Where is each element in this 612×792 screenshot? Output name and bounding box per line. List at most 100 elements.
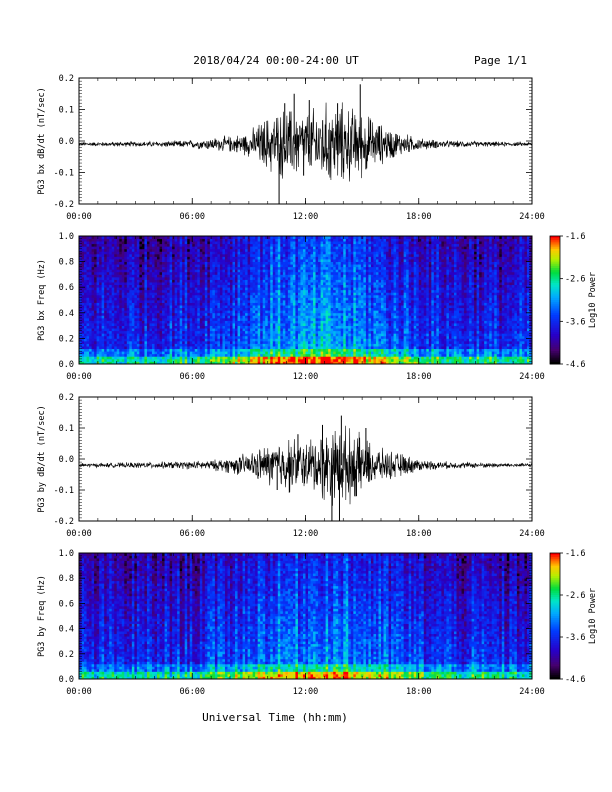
spectrogram-cell [315, 320, 319, 324]
spectrogram-cell [189, 292, 193, 296]
spectrogram-cell [232, 328, 236, 332]
spectrogram-cell [262, 356, 266, 360]
spectrogram-cell [187, 358, 191, 362]
spectrogram-cell [313, 356, 316, 360]
spectrogram-cell [192, 292, 196, 296]
spectrogram-cell [141, 279, 145, 283]
spectrogram-cell [172, 271, 176, 275]
spectrogram-cell [134, 343, 138, 347]
spectrogram-cell [204, 276, 208, 280]
spectrogram-cell [169, 259, 173, 262]
spectrogram-cell [179, 333, 183, 337]
spectrogram-cell [104, 248, 108, 252]
spectrogram-cell [164, 259, 168, 262]
spectrogram-cell [232, 320, 236, 324]
spectrogram-cell [167, 317, 170, 321]
spectrogram-cell [275, 358, 279, 362]
spectrogram-cell [121, 307, 125, 311]
spectrogram-cell [162, 328, 165, 332]
spectrogram-cell [247, 317, 251, 321]
spectrogram-cell [275, 305, 279, 309]
spectrogram-cell [101, 325, 105, 329]
spectrogram-cell [157, 343, 160, 347]
spectrogram-cell [224, 246, 228, 250]
spectrogram-cell [245, 248, 249, 252]
y-tick-label: -0.1 [54, 169, 74, 179]
spectrogram-cell [131, 236, 135, 239]
spectrogram-cell [245, 276, 249, 280]
spectrogram-cell [204, 294, 208, 298]
spectrogram-cell [302, 282, 306, 286]
spectrogram-cell [84, 253, 87, 257]
spectrogram-cell [111, 302, 115, 306]
spectrogram-cell [207, 253, 211, 257]
spectrogram-cell [119, 253, 123, 257]
spectrogram-cell [151, 251, 155, 255]
spectrogram-cell [194, 305, 198, 309]
spectrogram-cell [262, 302, 266, 306]
spectrogram-cell [114, 287, 118, 291]
spectrogram-cell [159, 266, 163, 270]
spectrogram-cell [149, 361, 153, 365]
spectrogram-cell [114, 279, 118, 283]
spectrogram-cell [139, 256, 143, 260]
spectrogram-cell [134, 284, 138, 288]
spectrogram-cell [318, 243, 321, 247]
spectrogram-cell [169, 348, 173, 352]
spectrogram-cell [104, 269, 108, 273]
spectrogram-cell [111, 251, 115, 255]
spectrogram-cell [209, 358, 213, 362]
spectrogram-cell [212, 307, 216, 311]
spectrogram-cell [199, 323, 203, 326]
spectrogram-cell [157, 261, 160, 265]
spectrogram-cell [209, 276, 213, 280]
spectrogram-cell [204, 335, 208, 339]
spectrogram-cell [207, 246, 211, 250]
spectrogram-cell [207, 266, 211, 270]
spectrogram-cell [250, 246, 254, 250]
spectrogram-cell [320, 307, 324, 311]
spectrogram-cell [169, 353, 173, 357]
spectrogram-cell [167, 294, 170, 298]
spectrogram-cell [177, 300, 181, 303]
spectrogram-cell [265, 294, 269, 298]
spectrogram-cell [318, 284, 321, 288]
spectrogram-cell [177, 261, 181, 265]
spectrogram-cell [270, 264, 274, 268]
spectrogram-cell [104, 287, 108, 291]
spectrogram-cell [124, 259, 128, 262]
spectrogram-cell [89, 276, 92, 280]
spectrogram-cell [174, 248, 178, 252]
spectrogram-cell [179, 315, 183, 319]
spectrogram-cell [81, 330, 85, 334]
spectrogram-cell [101, 310, 105, 314]
spectrogram-cell [144, 353, 148, 357]
spectrogram-cell [96, 330, 100, 334]
spectrogram-cell [144, 346, 148, 350]
spectrogram-cell [202, 325, 206, 329]
spectrogram-cell [240, 269, 243, 273]
spectrogram-cell [290, 261, 294, 265]
spectrogram-cell [187, 241, 191, 245]
spectrogram-cell [199, 330, 203, 334]
spectrogram-cell [177, 328, 181, 332]
spectrogram-cell [318, 353, 321, 357]
spectrogram-cell [227, 292, 231, 296]
spectrogram-cell [104, 276, 108, 280]
spectrogram-cell [114, 343, 118, 347]
spectrogram-cell [144, 315, 148, 319]
spectrogram-cell [172, 312, 176, 316]
spectrogram-cell [141, 325, 145, 329]
spectrogram-cell [89, 282, 92, 286]
spectrogram-cell [272, 241, 276, 245]
spectrogram-cell [295, 343, 299, 347]
spectrogram-cell [136, 269, 140, 273]
spectrogram-cell [114, 320, 118, 324]
spectrogram-cell [151, 264, 155, 268]
spectrogram-cell [242, 253, 246, 257]
spectrogram-cell [141, 333, 145, 337]
spectrogram-cell [262, 274, 266, 278]
spectrogram-cell [197, 276, 201, 280]
spectrogram-cell [192, 356, 196, 360]
spectrogram-cell [204, 346, 208, 350]
